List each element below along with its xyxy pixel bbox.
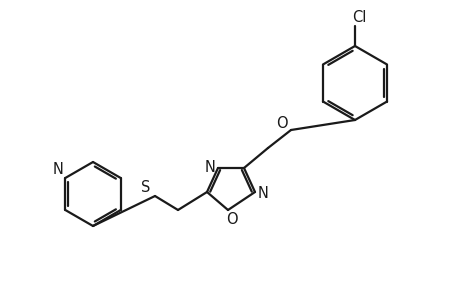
Text: O: O — [226, 212, 237, 226]
Text: O: O — [275, 116, 287, 130]
Text: N: N — [204, 160, 215, 175]
Text: S: S — [141, 181, 151, 196]
Text: N: N — [53, 163, 64, 178]
Text: N: N — [257, 185, 268, 200]
Text: Cl: Cl — [351, 11, 365, 26]
